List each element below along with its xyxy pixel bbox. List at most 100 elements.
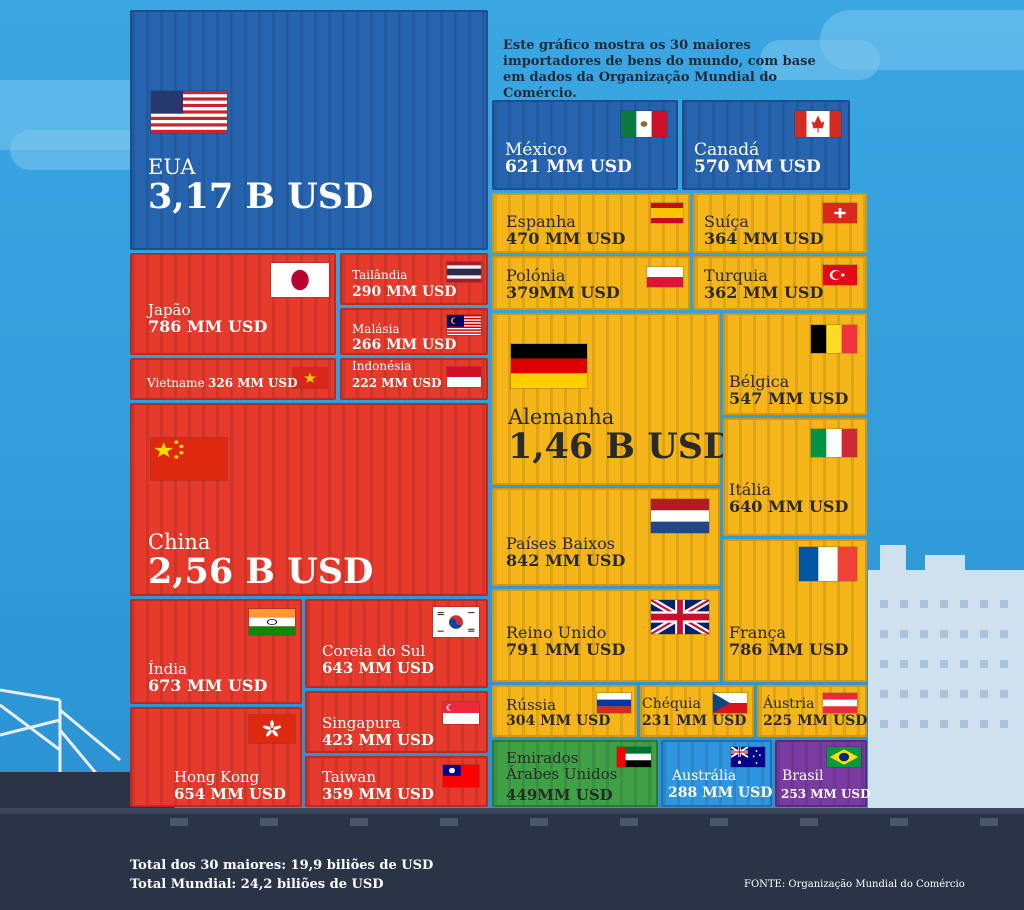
country-name: México: [505, 140, 568, 160]
japan-flag-icon: [270, 262, 330, 298]
import-value: 231 MM USD: [642, 713, 747, 729]
import-value: 654 MM USD: [174, 785, 286, 803]
malaysia-flag-icon: [446, 314, 482, 336]
korea-flag-icon: [432, 606, 480, 638]
belgium-flag-icon: [810, 324, 858, 354]
country-name: Itália: [729, 480, 772, 499]
italy-flag-icon: [810, 428, 858, 458]
country-name: Coreia do Sul: [322, 642, 426, 660]
turkey-flag-icon: [822, 264, 858, 286]
import-value: 470 MM USD: [506, 229, 626, 248]
us-flag-icon: [150, 90, 228, 134]
import-value: 288 MM USD: [668, 785, 773, 801]
hongkong-flag-icon: [248, 714, 296, 744]
import-value: 2,56 B USD: [148, 551, 374, 592]
import-value: 1,46 B USD: [508, 426, 734, 467]
country-name: Singapura: [322, 714, 401, 732]
container-reino-unido: [492, 589, 720, 682]
import-value: 786 MM USD: [729, 640, 849, 659]
country-name: Rússia: [506, 696, 557, 714]
country-name: Canadá: [694, 140, 760, 160]
singapore-flag-icon: [442, 701, 480, 725]
import-value: 791 MM USD: [506, 640, 626, 659]
import-value: 266 MM USD: [352, 337, 457, 353]
import-value: 423 MM USD: [322, 731, 434, 749]
import-value: 547 MM USD: [729, 389, 849, 408]
country-name: Emirados Árabes Unidos: [506, 749, 618, 783]
country-name: Japão: [148, 301, 191, 319]
import-value: 359 MM USD: [322, 785, 434, 803]
uae-flag-icon: [616, 746, 652, 768]
import-value: 449MM USD: [506, 786, 613, 804]
country-name: Índia: [148, 660, 187, 678]
total-30-text: Total dos 30 maiores: 19,9 biliões de US…: [130, 858, 434, 873]
import-value: 304 MM USD: [506, 713, 611, 729]
import-value: 673 MM USD: [148, 676, 268, 695]
russia-flag-icon: [596, 692, 632, 714]
taiwan-flag-icon: [442, 764, 480, 788]
country-name: EUA: [148, 155, 196, 179]
country-name: Austrália: [672, 768, 737, 784]
germany-flag-icon: [510, 343, 588, 389]
country-name: Tailândia: [352, 268, 408, 282]
import-value: 362 MM USD: [704, 283, 824, 302]
crane-icon: [0, 688, 121, 791]
thailand-flag-icon: [446, 261, 482, 283]
uk-flag-icon: [650, 599, 710, 635]
india-flag-icon: [248, 608, 296, 636]
import-value: 621 MM USD: [505, 157, 632, 177]
country-name: Indonésia: [352, 359, 412, 373]
container-alemanha: [492, 313, 720, 485]
country-name: Hong Kong: [174, 768, 260, 786]
country-name: Reino Unido: [506, 623, 607, 642]
container-vietname: [130, 358, 336, 400]
container-polonia: [492, 256, 690, 310]
country-name: Vietname: [147, 376, 205, 390]
country-name: Polónia: [506, 266, 566, 285]
import-value: 222 MM USD: [352, 376, 442, 390]
czechia-flag-icon: [712, 692, 748, 714]
spain-flag-icon: [650, 202, 684, 224]
brazil-flag-icon: [826, 746, 862, 768]
import-value: 379MM USD: [506, 283, 620, 302]
import-value: 3,17 B USD: [148, 176, 374, 217]
container-australia: [661, 740, 772, 807]
country-name: Países Baixos: [506, 534, 615, 553]
country-name: Bélgica: [729, 372, 790, 391]
import-value: 640 MM USD: [729, 497, 849, 516]
vietnam-flag-icon: [292, 367, 328, 389]
country-name: Malásia: [352, 322, 400, 336]
poland-flag-icon: [646, 266, 684, 288]
austria-flag-icon: [822, 692, 858, 714]
import-value: 364 MM USD: [704, 229, 824, 248]
container-china: [130, 403, 488, 596]
netherlands-flag-icon: [650, 498, 710, 534]
cloud: [760, 40, 880, 80]
country-name: Alemanha: [508, 405, 615, 429]
import-value: 326 MM USD: [208, 376, 298, 390]
container-italia: [723, 418, 867, 536]
country-name: Espanha: [506, 212, 576, 231]
country-name: França: [729, 623, 787, 642]
import-value: 786 MM USD: [148, 317, 268, 336]
mexico-flag-icon: [620, 110, 668, 138]
switzerland-flag-icon: [822, 202, 858, 224]
canada-flag-icon: [794, 110, 842, 138]
country-name: China: [148, 530, 211, 554]
container-espanha: [492, 193, 690, 253]
source-text: FONTE: Organização Mundial do Comércio: [744, 879, 965, 890]
import-value: 643 MM USD: [322, 659, 434, 677]
import-value: 290 MM USD: [352, 284, 457, 300]
container-suica: [693, 193, 867, 253]
country-name: Áustria: [763, 696, 815, 712]
country-name: Brasil: [782, 768, 824, 784]
import-value: 253 MM USD: [781, 787, 871, 801]
country-name: Taiwan: [322, 768, 377, 786]
import-value: 225 MM USD: [763, 713, 868, 729]
country-name: Chéquia: [642, 696, 701, 712]
china-flag-icon: [150, 437, 228, 481]
australia-flag-icon: [730, 746, 766, 768]
country-name: Suíça: [704, 212, 749, 231]
indonesia-flag-icon: [446, 366, 482, 388]
